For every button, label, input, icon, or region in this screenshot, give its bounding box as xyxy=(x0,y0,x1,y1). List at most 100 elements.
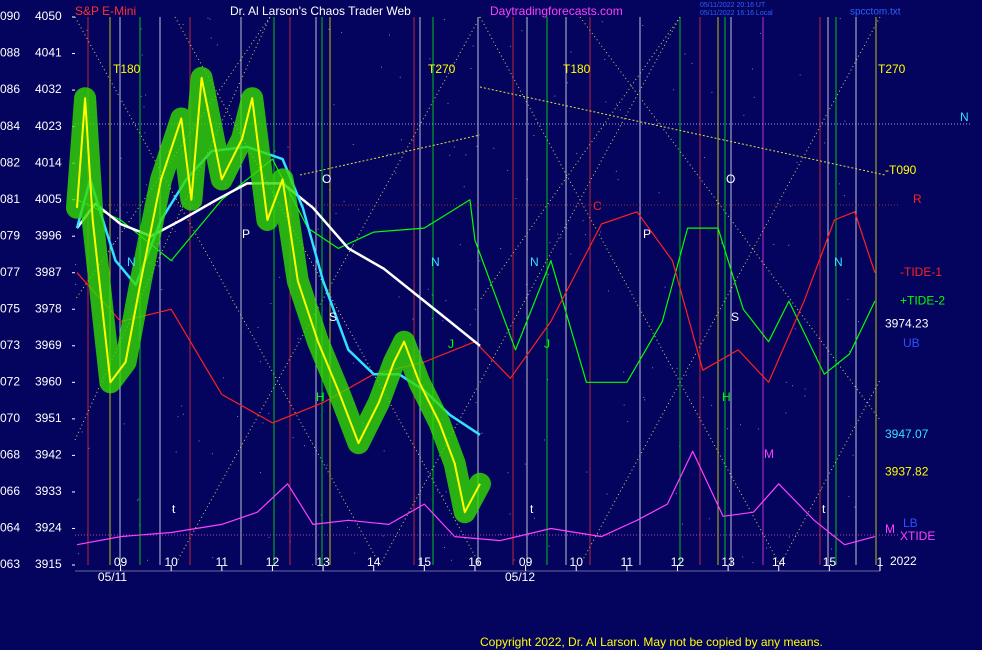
y-tick-code: 066 xyxy=(0,484,20,498)
star xyxy=(158,265,160,267)
marker: t xyxy=(822,502,826,516)
x-tick-label: 12 xyxy=(266,555,280,569)
star xyxy=(757,428,759,430)
last-value: 3937.82 xyxy=(885,465,929,479)
star xyxy=(352,362,354,364)
star xyxy=(605,101,607,103)
star xyxy=(453,146,455,148)
star xyxy=(161,289,163,291)
star xyxy=(601,21,603,23)
x-tick-label: 1 xyxy=(877,555,884,569)
star xyxy=(81,431,83,433)
star xyxy=(399,76,401,78)
star xyxy=(852,454,854,456)
star xyxy=(788,536,790,538)
marker: C xyxy=(593,199,602,213)
star xyxy=(78,553,80,555)
star xyxy=(711,404,713,406)
star xyxy=(260,472,262,474)
star xyxy=(796,161,798,163)
y-tick-label: 3960 xyxy=(35,375,62,389)
marker: O xyxy=(322,172,331,186)
angle-line xyxy=(74,16,381,566)
star xyxy=(86,29,88,31)
right-label: -T090 xyxy=(885,163,917,177)
marker: P xyxy=(242,227,250,241)
star xyxy=(88,447,90,449)
star xyxy=(292,437,294,439)
star xyxy=(509,45,511,47)
star xyxy=(198,440,200,442)
stamp: 05/11/2022 16:16 Local xyxy=(700,10,773,17)
y-tick-label: 3978 xyxy=(35,301,62,315)
date-label: 05/12 xyxy=(505,570,535,584)
star xyxy=(773,243,775,245)
y-tick-code: 064 xyxy=(0,521,20,535)
star xyxy=(799,74,801,76)
star xyxy=(847,298,849,300)
x-tick-label: 09 xyxy=(114,555,128,569)
star xyxy=(207,17,209,19)
star xyxy=(113,242,115,244)
star xyxy=(352,245,354,247)
y-tick-label: 3969 xyxy=(35,338,62,352)
marker: H xyxy=(722,390,731,404)
star xyxy=(500,248,502,250)
star xyxy=(664,286,666,288)
star xyxy=(824,142,826,144)
star xyxy=(691,62,693,64)
star xyxy=(387,153,389,155)
star xyxy=(585,234,587,236)
star xyxy=(681,523,683,525)
y-tick-code: 072 xyxy=(0,375,20,389)
marker: H xyxy=(316,390,325,404)
marker: t xyxy=(172,502,176,516)
star xyxy=(557,233,559,235)
angle-line xyxy=(379,16,681,566)
star xyxy=(476,145,478,147)
y-tick-code: 075 xyxy=(0,301,20,315)
star xyxy=(474,308,476,310)
star xyxy=(849,350,851,352)
star xyxy=(627,421,629,423)
x-tick-label: 09 xyxy=(519,555,533,569)
star xyxy=(566,82,568,84)
date-label: 05/11 xyxy=(98,570,127,584)
marker: J xyxy=(544,337,550,351)
star xyxy=(617,179,619,181)
star xyxy=(182,23,184,25)
y-tick-label: 3996 xyxy=(35,228,62,242)
x-tick-label: 14 xyxy=(772,555,786,569)
y-tick-code: 090 xyxy=(0,9,20,23)
star xyxy=(430,64,432,66)
star xyxy=(212,557,214,559)
star xyxy=(427,288,429,290)
star xyxy=(479,260,481,262)
star xyxy=(431,294,433,296)
star xyxy=(182,413,184,415)
star xyxy=(317,228,319,230)
y-tick-label: 3987 xyxy=(35,265,62,279)
star xyxy=(75,263,77,265)
star xyxy=(312,564,314,566)
star xyxy=(821,488,823,490)
star xyxy=(223,377,225,379)
star xyxy=(177,416,179,418)
star xyxy=(470,68,472,70)
star xyxy=(544,439,546,441)
symbol: S&P E-Mini xyxy=(75,4,136,18)
star xyxy=(437,490,439,492)
x-tick-label: 12 xyxy=(671,555,685,569)
decor-lines xyxy=(74,16,970,566)
star xyxy=(858,321,860,323)
marker: M xyxy=(764,447,774,461)
series-line xyxy=(76,450,876,546)
star xyxy=(708,518,710,520)
series-line xyxy=(76,76,481,514)
angle-line xyxy=(174,16,481,566)
star xyxy=(209,18,211,20)
star xyxy=(790,205,792,207)
star xyxy=(274,150,276,152)
star xyxy=(444,19,446,21)
star xyxy=(500,533,502,535)
